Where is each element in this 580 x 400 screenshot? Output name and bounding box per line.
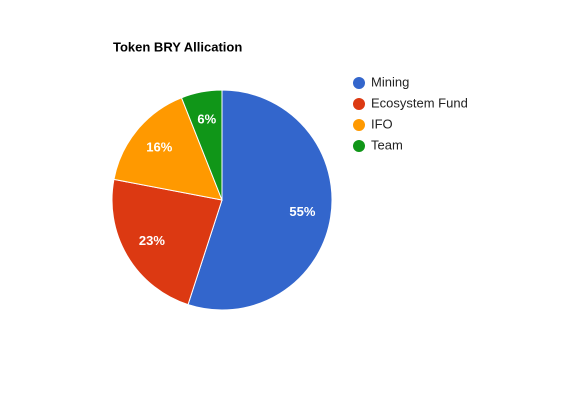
legend-label: Team [371, 137, 403, 152]
legend-swatch [353, 140, 365, 152]
slice-label: 55% [289, 204, 315, 219]
legend-swatch [353, 98, 365, 110]
legend-label: Mining [371, 74, 409, 89]
pie-slice [187, 89, 333, 311]
legend-label: IFO [371, 116, 393, 131]
pie-slice [180, 89, 223, 201]
legend-swatch [353, 77, 365, 89]
slice-label: 16% [146, 140, 172, 155]
slice-label: 23% [139, 233, 165, 248]
chart-title: Token BRY Allication [113, 39, 242, 54]
legend-swatch [353, 119, 365, 131]
legend-label: Ecosystem Fund [371, 95, 468, 110]
slice-label: 6% [197, 111, 216, 126]
pie-slice [113, 97, 223, 201]
pie-slice [111, 178, 223, 306]
